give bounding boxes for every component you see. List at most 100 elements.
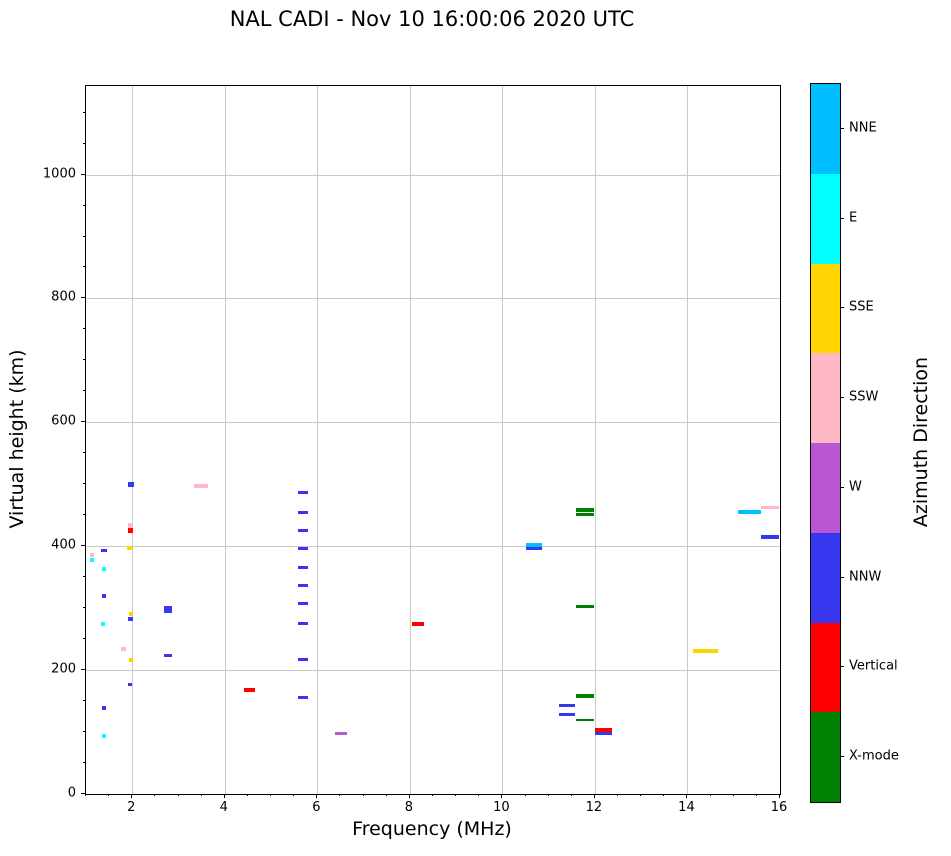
colorbar-segment-W (811, 443, 840, 533)
echo-point (101, 622, 106, 627)
x-major-tick (131, 794, 133, 798)
echo-point (576, 604, 595, 608)
echo-point (595, 728, 613, 733)
x-minor-tick (617, 794, 619, 796)
colorbar-label-SSW: SSW (849, 389, 879, 405)
x-major-tick (408, 794, 410, 798)
x-tick-label-10: 10 (493, 800, 510, 815)
x-minor-tick (200, 794, 202, 796)
x-major-tick (316, 794, 318, 798)
echo-point (761, 505, 780, 509)
echo-point (559, 703, 576, 707)
x-major-tick (501, 794, 503, 798)
echo-point (89, 558, 94, 563)
y-minor-tick (83, 359, 85, 361)
x-minor-tick (755, 794, 757, 796)
echo-point (120, 647, 126, 652)
echo-point (128, 617, 134, 622)
x-minor-tick (154, 794, 156, 796)
echo-point (575, 508, 594, 513)
y-tick-label-600: 600 (51, 413, 76, 429)
echo-point (243, 687, 255, 692)
x-minor-tick (547, 794, 549, 796)
x-minor-tick (732, 794, 734, 796)
colorbar-segment-NNE (811, 84, 840, 174)
echo-point (101, 733, 106, 738)
x-axis-label: Frequency (MHz) (352, 818, 512, 840)
gridline-y-200 (86, 670, 780, 672)
y-tick-label-400: 400 (51, 537, 76, 553)
y-minor-tick (83, 762, 85, 764)
x-minor-tick (524, 794, 526, 796)
echo-point (334, 732, 347, 736)
colorbar-tick (840, 486, 844, 488)
colorbar-segment-SSW (811, 353, 840, 443)
echo-point (163, 605, 172, 613)
gridline-x-2 (132, 86, 134, 794)
x-tick-label-4: 4 (219, 800, 228, 815)
echo-point (297, 602, 308, 606)
y-minor-tick (83, 700, 85, 702)
colorbar-tick (840, 666, 844, 668)
x-major-tick (223, 794, 225, 798)
chart-title: NAL CADI - Nov 10 16:00:06 2020 UTC (229, 7, 635, 31)
y-major-tick (81, 173, 85, 175)
x-major-tick (593, 794, 595, 798)
y-minor-tick (83, 731, 85, 733)
colorbar-segment-X-mode (811, 712, 840, 802)
y-minor-tick (83, 638, 85, 640)
echo-point (575, 718, 594, 721)
colorbar-tick (840, 217, 844, 219)
echo-point (89, 552, 94, 557)
echo-point (559, 712, 576, 716)
colorbar-label-Vertical: Vertical (849, 658, 898, 674)
echo-point (297, 547, 308, 551)
echo-point (101, 566, 106, 571)
gridline-x-10 (502, 86, 504, 794)
echo-point (127, 481, 134, 487)
gridline-x-6 (317, 86, 319, 794)
x-minor-tick (455, 794, 457, 796)
colorbar-title: Azimuth Direction (910, 356, 932, 528)
y-minor-tick (83, 328, 85, 330)
x-minor-tick (709, 794, 711, 796)
y-tick-label-200: 200 (51, 661, 76, 677)
echo-point (737, 509, 761, 514)
echo-point (525, 542, 542, 547)
gridline-x-12 (594, 86, 596, 794)
echo-point (575, 513, 594, 517)
colorbar (810, 83, 841, 803)
y-minor-tick (83, 390, 85, 392)
x-minor-tick (270, 794, 272, 796)
x-minor-tick (246, 794, 248, 796)
gridline-y-400 (86, 546, 780, 548)
x-tick-label-2: 2 (127, 800, 136, 815)
x-tick-label-16: 16 (770, 800, 788, 815)
echo-point (297, 584, 308, 588)
echo-point (525, 546, 542, 550)
x-major-tick (686, 794, 688, 798)
y-major-tick (81, 669, 85, 671)
x-minor-tick (339, 794, 341, 796)
y-major-tick (81, 793, 85, 794)
x-minor-tick (570, 794, 572, 796)
gridline-y-600 (86, 422, 780, 424)
x-minor-tick (385, 794, 387, 796)
x-minor-tick (362, 794, 364, 796)
gridline-x-4 (224, 86, 226, 794)
colorbar-tick (840, 127, 844, 129)
echo-point (127, 546, 133, 551)
colorbar-tick (840, 307, 844, 309)
y-minor-tick (83, 142, 85, 144)
plot-area (85, 85, 781, 795)
x-minor-tick (663, 794, 665, 796)
x-tick-label-6: 6 (312, 800, 321, 815)
y-major-tick (81, 545, 85, 547)
echo-point (412, 621, 425, 626)
echo-point (194, 483, 209, 488)
x-minor-tick (640, 794, 642, 796)
echo-point (101, 705, 106, 710)
echo-point (297, 658, 308, 662)
y-major-tick (81, 421, 85, 423)
